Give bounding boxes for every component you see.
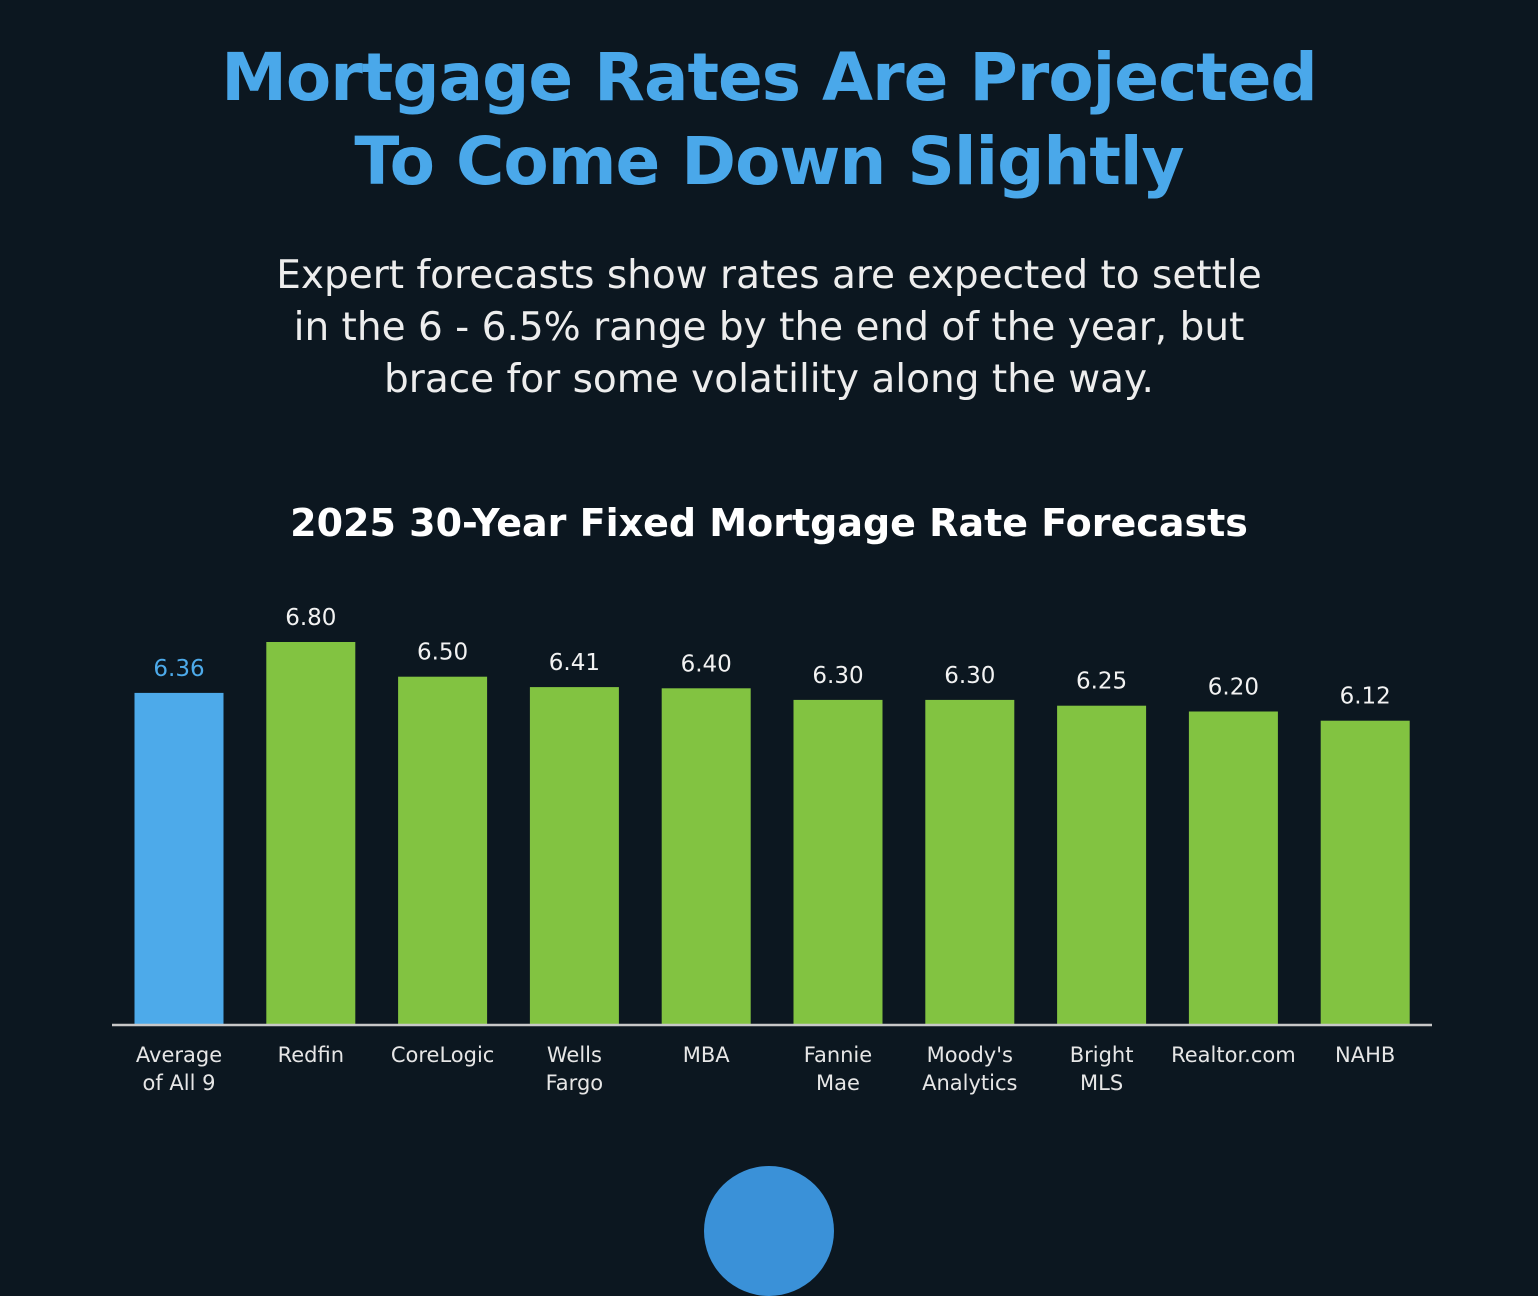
circle-decoration	[704, 1166, 834, 1296]
subtitle-line-1: Expert forecasts show rates are expected…	[276, 253, 1262, 298]
category-label-8: Realtor.com	[1171, 1043, 1296, 1067]
category-label-2: CoreLogic	[391, 1043, 495, 1067]
bar-5	[793, 699, 883, 1024]
value-label-9: 6.12	[1340, 684, 1391, 710]
bar-4	[661, 688, 751, 1024]
headline-line-2: To Come Down Slightly	[354, 123, 1184, 200]
category-label-9: NAHB	[1335, 1043, 1395, 1067]
value-label-6: 6.30	[944, 663, 995, 689]
value-label-0: 6.36	[153, 656, 204, 682]
chart-title: 2025 30-Year Fixed Mortgage Rate Forecas…	[290, 501, 1248, 545]
headline: Mortgage Rates Are Projected To Come Dow…	[0, 36, 1538, 204]
value-label-8: 6.20	[1208, 675, 1259, 701]
bar-chart: 6.36 Average of All 9 6.80 Redfin 6.50 CoreLog…	[112, 605, 1432, 1095]
bar-8	[1188, 711, 1278, 1024]
value-label-2: 6.50	[417, 640, 468, 666]
headline-line-1: Mortgage Rates Are Projected	[221, 39, 1318, 116]
bar-2	[398, 676, 488, 1024]
value-label-4: 6.40	[681, 651, 732, 677]
bar-3	[529, 687, 619, 1024]
subtitle: Expert forecasts show rates are expected…	[0, 250, 1538, 406]
bar-6	[925, 699, 1015, 1024]
value-label-1: 6.80	[285, 605, 336, 631]
category-label-6: Moody's Analytics	[922, 1043, 1017, 1095]
category-label-3: Wells Fargo	[546, 1043, 603, 1095]
value-label-7: 6.25	[1076, 669, 1127, 695]
category-label-0: Average of All 9	[136, 1043, 222, 1095]
category-label-1: Redfin	[278, 1043, 344, 1067]
category-label-7: Bright MLS	[1070, 1043, 1134, 1095]
bar-7	[1057, 705, 1147, 1024]
category-label-4: MBA	[683, 1043, 731, 1067]
value-label-5: 6.30	[812, 663, 863, 689]
category-label-5: Fannie Mae	[804, 1043, 872, 1095]
bar-0	[134, 692, 224, 1024]
subtitle-line-3: brace for some volatility along the way.	[384, 357, 1154, 402]
subtitle-line-2: in the 6 - 6.5% range by the end of the …	[293, 305, 1245, 350]
bar-9	[1320, 720, 1410, 1024]
bar-1	[266, 642, 356, 1024]
value-label-3: 6.41	[549, 650, 600, 676]
